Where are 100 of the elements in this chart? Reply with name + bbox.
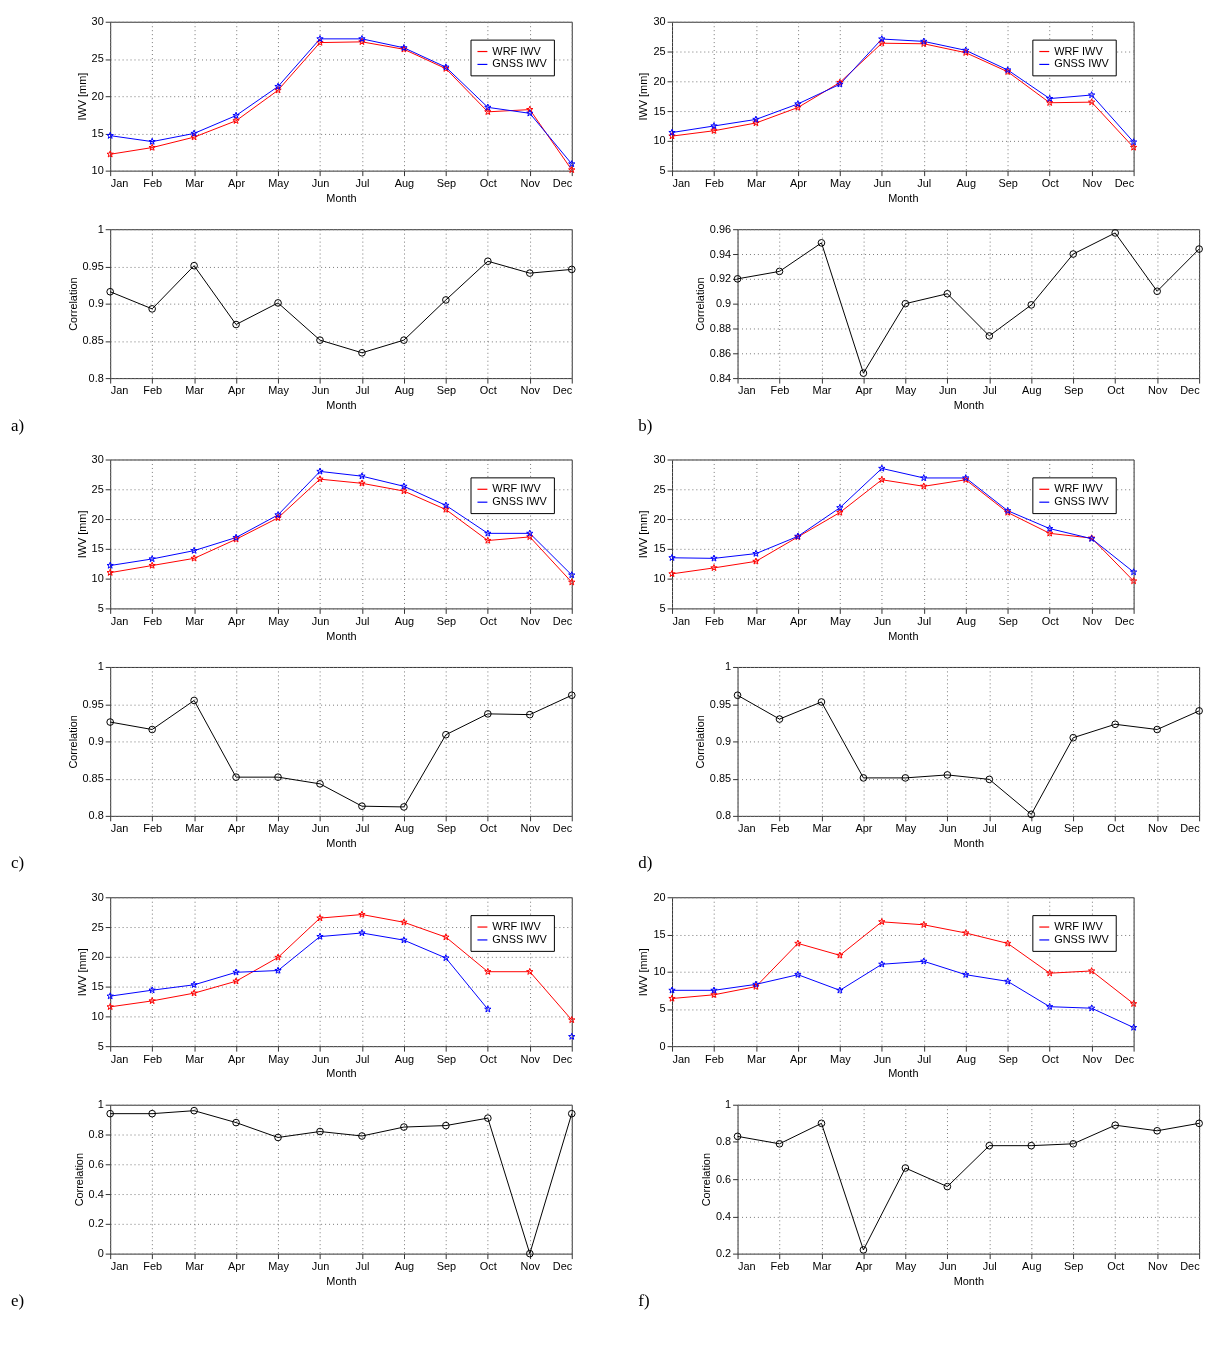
- point: [358, 1132, 366, 1140]
- point: [836, 951, 844, 959]
- point: [878, 39, 886, 47]
- point: [836, 503, 844, 511]
- x-tick-label: Sep: [436, 1260, 457, 1272]
- point: [836, 508, 844, 516]
- point: [316, 780, 324, 788]
- point: [1129, 1023, 1138, 1031]
- point: [1087, 967, 1096, 975]
- x-tick-label: Mar: [747, 177, 767, 190]
- point: [316, 475, 324, 483]
- y-tick-label: 30: [91, 890, 104, 903]
- point: [316, 932, 324, 940]
- point: [1046, 524, 1054, 532]
- x-tick-label: Dec: [552, 614, 573, 627]
- x-tick-label: Feb: [143, 1260, 163, 1272]
- point: [316, 914, 324, 922]
- y-tick-label: 1: [725, 1098, 732, 1111]
- point: [1046, 1002, 1054, 1010]
- y-tick-label: 10: [653, 134, 666, 147]
- x-tick-label: Jun: [939, 822, 957, 835]
- y-tick-label: 0.6: [715, 1172, 732, 1185]
- y-tick-label: 0.8: [715, 1135, 732, 1148]
- point: [817, 239, 826, 247]
- x-tick-label: Nov: [1147, 384, 1168, 397]
- legend-label: WRF IWV: [1054, 920, 1104, 933]
- point: [526, 105, 534, 113]
- legend-label: GNSS IWV: [1054, 495, 1110, 508]
- point: [274, 1133, 282, 1142]
- x-tick-label: Apr: [789, 177, 808, 190]
- point: [1046, 529, 1054, 537]
- x-axis-title: Month: [326, 191, 357, 204]
- y-tick-label: 5: [97, 601, 104, 614]
- point: [794, 939, 802, 947]
- y-tick-label: 10: [91, 1009, 104, 1022]
- x-axis-title: Month: [326, 629, 357, 642]
- point: [358, 802, 366, 811]
- point: [1069, 1139, 1078, 1148]
- point: [358, 929, 366, 937]
- y-tick-label: 15: [653, 542, 666, 555]
- y-axis-title: Correlation: [66, 715, 79, 769]
- x-tick-label: Jan: [672, 177, 691, 190]
- point: [526, 529, 534, 537]
- point: [985, 1141, 994, 1150]
- y-tick-label: 0.8: [88, 371, 104, 384]
- x-tick-label: Jul: [355, 1260, 370, 1272]
- y-tick-label: 10: [91, 164, 104, 177]
- point: [985, 775, 994, 784]
- legend-label: WRF IWV: [1054, 482, 1104, 495]
- point: [400, 482, 408, 490]
- x-tick-label: Jul: [355, 384, 370, 397]
- point: [943, 1182, 952, 1191]
- y-tick-label: 20: [653, 890, 666, 903]
- y-tick-label: 20: [653, 74, 666, 87]
- point: [878, 35, 886, 43]
- legend-label: WRF IWV: [492, 44, 542, 57]
- x-tick-label: Apr: [855, 1260, 873, 1272]
- x-tick-label: Dec: [1114, 614, 1135, 627]
- x-tick-label: May: [268, 614, 290, 627]
- point: [106, 718, 115, 726]
- x-tick-label: Oct: [1041, 1052, 1059, 1065]
- point: [859, 369, 868, 377]
- point: [878, 960, 886, 968]
- x-tick-label: Nov: [1082, 1052, 1103, 1065]
- point: [668, 553, 676, 561]
- y-axis-title: Correlation: [693, 715, 706, 769]
- x-tick-label: Dec: [552, 384, 573, 397]
- x-tick-label: Aug: [394, 1260, 415, 1272]
- point: [1111, 229, 1120, 237]
- point: [274, 82, 282, 90]
- y-axis-title: IWV [mm]: [75, 510, 88, 559]
- point: [794, 970, 802, 978]
- point: [400, 936, 408, 944]
- point: [232, 320, 240, 329]
- x-tick-label: Jun: [939, 384, 957, 397]
- x-tick-label: Jan: [110, 1260, 129, 1272]
- point: [1027, 810, 1036, 819]
- y-tick-label: 0.2: [715, 1247, 732, 1260]
- point: [710, 986, 718, 994]
- x-tick-label: May: [268, 822, 290, 835]
- text: f): [638, 1291, 650, 1311]
- legend-label: GNSS IWV: [492, 57, 548, 70]
- x-tick-label: Mar: [812, 384, 832, 397]
- point: [752, 119, 760, 127]
- y-tick-label: 0: [97, 1247, 104, 1260]
- x-tick-label: Dec: [1180, 822, 1201, 835]
- x-tick-label: Feb: [143, 177, 163, 190]
- point: [106, 992, 114, 1000]
- point: [484, 257, 492, 266]
- point: [1195, 707, 1203, 715]
- point: [1195, 1119, 1203, 1128]
- text: d): [638, 853, 653, 873]
- point: [526, 967, 534, 975]
- x-tick-label: Feb: [770, 384, 790, 397]
- point: [901, 299, 910, 308]
- point: [1027, 301, 1036, 309]
- y-tick-label: 5: [659, 164, 666, 177]
- y-tick-label: 0.9: [715, 297, 732, 310]
- y-tick-label: 0.8: [88, 809, 104, 822]
- y-tick-label: 10: [91, 572, 104, 585]
